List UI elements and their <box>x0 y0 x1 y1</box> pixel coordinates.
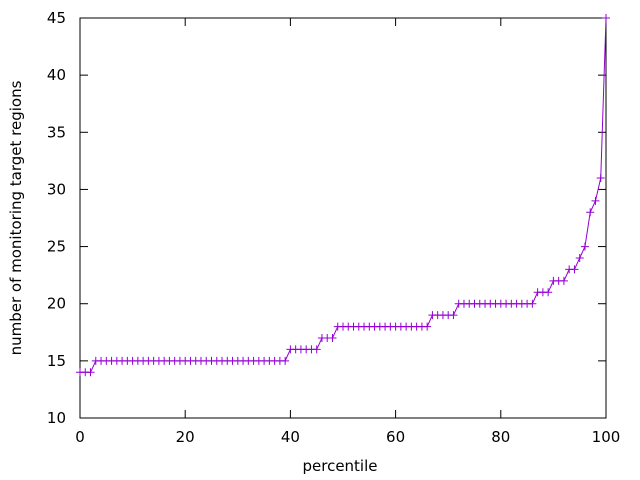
x-tick-label: 100 <box>592 428 621 446</box>
point-marker <box>312 345 321 354</box>
point-marker <box>528 299 537 308</box>
point-marker <box>591 196 600 205</box>
x-axis-label: percentile <box>302 457 377 475</box>
y-tick-label: 40 <box>47 66 66 84</box>
point-marker <box>575 254 584 262</box>
point-marker <box>570 265 579 274</box>
point-marker <box>449 311 458 320</box>
point-marker <box>544 288 553 297</box>
point-marker <box>559 276 568 285</box>
y-tick-label: 45 <box>47 9 66 27</box>
point-marker <box>423 322 432 331</box>
point-marker <box>580 242 589 251</box>
x-tick-label: 40 <box>281 428 300 446</box>
y-tick-label: 25 <box>47 238 66 256</box>
y-tick-label: 15 <box>47 352 66 370</box>
plot-border <box>79 17 607 419</box>
point-marker <box>596 174 605 182</box>
y-tick-label: 30 <box>47 180 66 198</box>
point-marker <box>281 356 290 365</box>
y-tick-label: 10 <box>47 409 66 427</box>
y-tick-label: 20 <box>47 295 66 313</box>
x-tick-label: 0 <box>75 428 85 446</box>
x-tick-label: 60 <box>386 428 405 446</box>
point-marker <box>586 208 595 217</box>
point-marker <box>328 334 337 342</box>
x-tick-label: 20 <box>176 428 195 446</box>
point-marker <box>602 14 610 22</box>
y-axis-label: number of monitoring target regions <box>7 80 25 355</box>
x-tick-label: 80 <box>491 428 510 446</box>
y-tick-label: 35 <box>47 123 66 141</box>
data-line <box>80 17 607 373</box>
point-marker <box>86 368 95 377</box>
